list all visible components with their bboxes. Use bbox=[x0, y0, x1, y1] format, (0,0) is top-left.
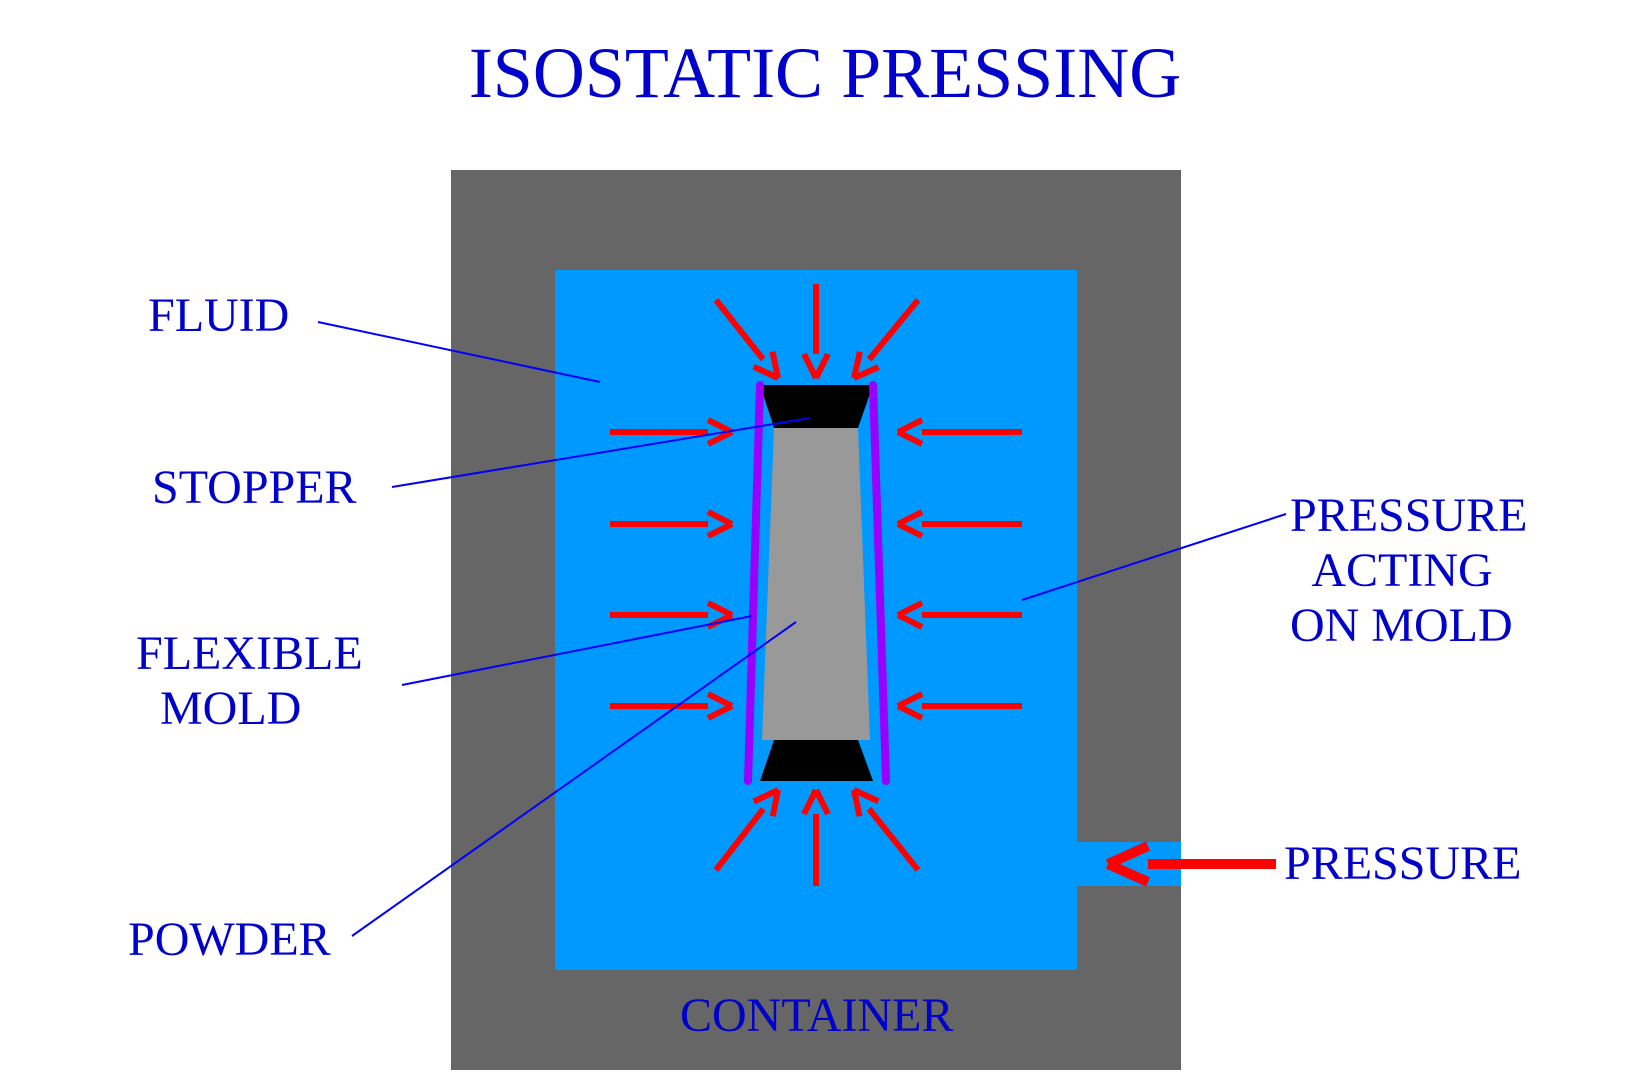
label-stopper: STOPPER bbox=[152, 460, 357, 515]
label-mold: FLEXIBLE MOLD bbox=[136, 626, 363, 736]
label-pressure_acting: PRESSURE ACTING ON MOLD bbox=[1290, 488, 1527, 654]
label-powder: POWDER bbox=[128, 912, 331, 967]
label-pressure: PRESSURE bbox=[1284, 836, 1521, 891]
label-container: CONTAINER bbox=[680, 988, 953, 1043]
powder-shape bbox=[762, 428, 870, 740]
label-fluid: FLUID bbox=[148, 288, 289, 343]
